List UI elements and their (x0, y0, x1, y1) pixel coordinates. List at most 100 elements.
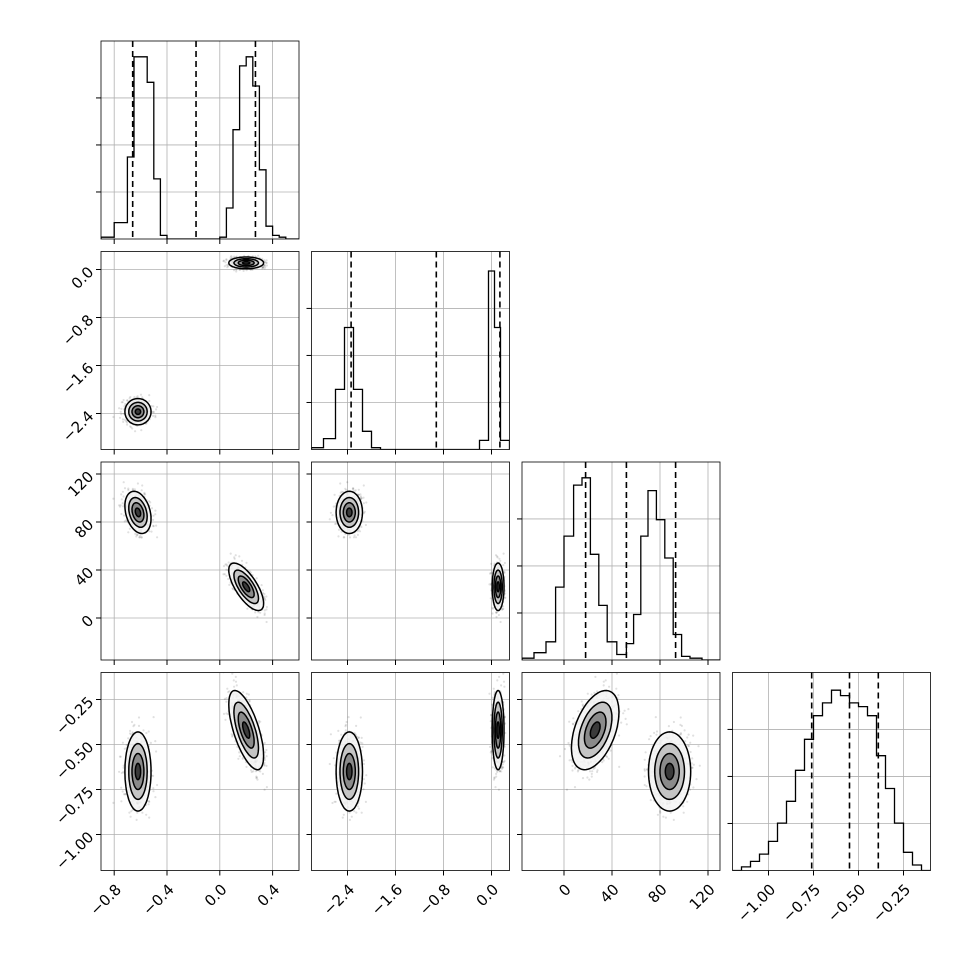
sample-point (337, 535, 340, 538)
histogram-1 (311, 270, 510, 450)
sample-point (227, 265, 230, 268)
sample-point (123, 747, 126, 750)
sample-point (344, 487, 347, 490)
sample-point (238, 268, 241, 272)
sample-point (140, 536, 143, 539)
sample-point (133, 488, 136, 491)
sample-point (259, 611, 262, 614)
sample-point (493, 562, 496, 565)
sample-point (122, 793, 126, 796)
sample-point (329, 511, 332, 514)
sample-point (352, 488, 355, 491)
sample-point (499, 559, 502, 562)
sample-point (226, 266, 229, 269)
sample-point (136, 395, 139, 398)
sample-point (119, 410, 122, 413)
sample-point (265, 605, 268, 609)
sample-point (495, 611, 498, 614)
sample-point (501, 608, 504, 611)
sample-point (118, 504, 121, 507)
sample-point (503, 570, 506, 573)
sample-point (125, 420, 128, 423)
sample-point (263, 264, 266, 267)
y-tick-label: −1.6 (59, 359, 97, 397)
sample-point (263, 264, 266, 267)
sample-point (125, 519, 128, 522)
sample-point (223, 265, 226, 268)
panel-frame (311, 251, 510, 450)
sample-point (346, 481, 349, 484)
sample-point (503, 571, 506, 574)
panel-frame (100, 251, 300, 450)
sample-point (333, 493, 336, 496)
sample-point (148, 530, 151, 533)
sample-point (122, 412, 125, 415)
sample-point (225, 563, 228, 566)
sample-point (257, 611, 260, 614)
sample-point (362, 484, 365, 487)
sample-point (334, 522, 337, 526)
histogram-2 (522, 477, 720, 660)
panel-0-0 (96, 40, 300, 244)
sample-point (147, 730, 150, 733)
sample-point (265, 259, 268, 262)
panel-frame (100, 461, 300, 661)
sample-point (224, 563, 227, 566)
sample-point (261, 265, 264, 268)
y-tick-label: −2.4 (59, 407, 97, 445)
sample-point (245, 269, 248, 272)
sample-point (126, 421, 129, 424)
y-tick-label: 0.0 (68, 263, 98, 293)
sample-point (264, 598, 267, 602)
sample-point (263, 609, 266, 612)
sample-point (261, 589, 264, 592)
sample-point (357, 488, 360, 491)
sample-point (255, 577, 258, 580)
sample-point (495, 611, 498, 614)
sample-point (235, 270, 238, 273)
sample-point (233, 255, 236, 258)
sample-point (121, 401, 124, 404)
sample-point (149, 501, 152, 504)
sample-point (265, 261, 268, 265)
panel-1-1 (306, 251, 510, 455)
sample-point (354, 489, 357, 492)
sample-point (224, 261, 227, 264)
sample-point (359, 493, 362, 496)
sample-point (141, 484, 144, 487)
sample-point (356, 530, 359, 533)
sample-point (503, 561, 506, 565)
sample-point (119, 755, 122, 758)
sample-point (143, 491, 146, 494)
sample-point (331, 514, 334, 517)
sample-point (352, 536, 356, 539)
sample-point (357, 493, 360, 496)
sample-point (156, 783, 159, 787)
sample-point (154, 416, 157, 419)
sample-point (254, 255, 257, 258)
sample-point (128, 397, 131, 400)
sample-point (138, 536, 141, 539)
y-tick-label: −0.8 (59, 311, 97, 349)
sample-point (363, 510, 366, 513)
sample-point (263, 592, 266, 596)
sample-point (225, 574, 228, 577)
sample-point (362, 512, 366, 515)
sample-point (265, 608, 268, 611)
sample-point (156, 536, 159, 539)
sample-point (131, 488, 134, 491)
sample-point (154, 513, 157, 516)
sample-point (141, 811, 144, 814)
sample-point (359, 496, 362, 499)
sample-point (225, 258, 228, 262)
sample-point (127, 488, 130, 492)
sample-point (348, 536, 352, 539)
panel-2-1 (306, 461, 510, 665)
sample-point (123, 405, 126, 408)
sample-point (502, 607, 505, 610)
sample-point (488, 583, 491, 586)
sample-point (118, 416, 122, 419)
contour-mode-1-level-3 (496, 580, 501, 593)
sample-point (225, 258, 228, 261)
sample-point (235, 268, 238, 271)
